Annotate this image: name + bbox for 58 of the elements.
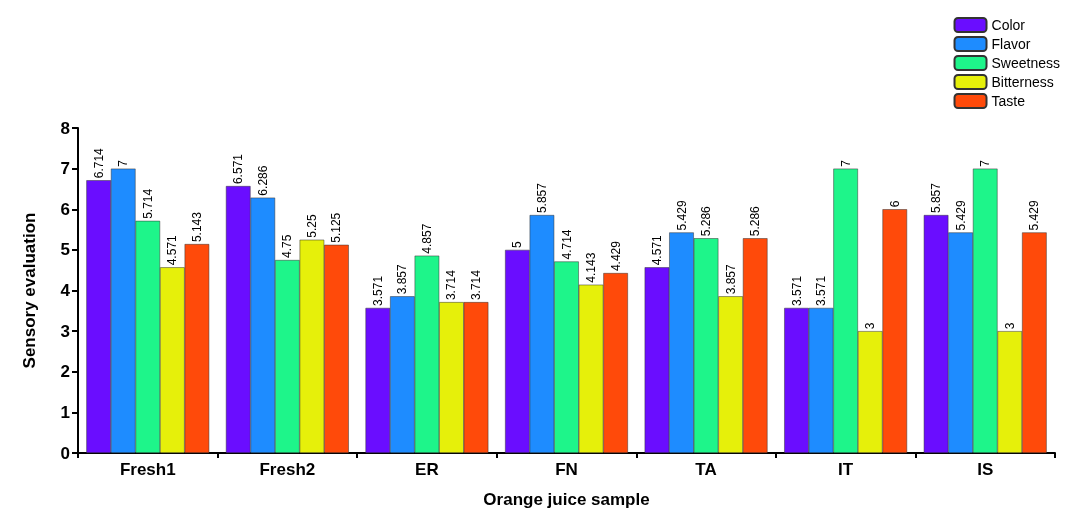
y-tick-label: 0 xyxy=(60,443,70,463)
data-label: 7 xyxy=(978,159,993,167)
data-label: 4.75 xyxy=(280,234,295,259)
data-label: 5.143 xyxy=(189,211,204,243)
data-label: 5.125 xyxy=(329,212,344,243)
data-label: 5.25 xyxy=(304,214,319,238)
data-label: 7 xyxy=(838,159,853,167)
data-label: 4.571 xyxy=(165,234,180,266)
legend-label: Taste xyxy=(991,93,1026,109)
data-label: 4.429 xyxy=(608,240,623,272)
y-tick-label: 6 xyxy=(60,199,70,219)
data-label: 3 xyxy=(1002,322,1017,330)
data-label: 5.429 xyxy=(1027,200,1042,231)
data-label: 6.286 xyxy=(255,165,270,196)
x-tick-label: FN xyxy=(555,460,578,479)
data-label: 5.857 xyxy=(534,182,549,214)
data-label: 3.714 xyxy=(444,269,459,301)
y-tick-label: 1 xyxy=(60,402,70,422)
data-label: 6.714 xyxy=(91,147,106,179)
legend-label: Flavor xyxy=(991,36,1031,52)
data-label: 7 xyxy=(116,159,131,167)
y-tick-label: 8 xyxy=(60,118,70,138)
y-tick-label: 5 xyxy=(60,240,70,260)
x-axis-title: Orange juice sample xyxy=(483,490,650,509)
x-tick-label: IS xyxy=(977,460,994,479)
data-label: 3.571 xyxy=(814,275,829,306)
y-tick-label: 3 xyxy=(60,321,70,341)
data-label: 3 xyxy=(863,322,878,330)
data-label: 6.571 xyxy=(231,153,246,185)
y-axis-title: Sensory evaluation xyxy=(20,212,39,369)
x-tick-label: ER xyxy=(415,460,439,479)
data-label: 3.571 xyxy=(370,275,385,306)
x-tick-label: TA xyxy=(695,460,717,479)
legend-label: Sweetness xyxy=(991,55,1060,71)
data-label: 4.143 xyxy=(584,252,599,283)
x-tick-label: Fresh1 xyxy=(119,460,176,479)
y-tick-label: 2 xyxy=(60,362,70,382)
data-label: 3.857 xyxy=(395,263,410,295)
data-label: 6 xyxy=(887,200,902,208)
data-label: 3.571 xyxy=(789,275,804,306)
data-label: 5.429 xyxy=(674,200,689,231)
data-label: 4.571 xyxy=(649,234,664,266)
legend-label: Color xyxy=(991,17,1026,33)
data-label: 5.714 xyxy=(140,188,155,219)
x-tick-label: Fresh2 xyxy=(259,460,316,479)
x-tick-label: IT xyxy=(838,460,854,479)
y-tick-label: 4 xyxy=(60,281,71,300)
data-label: 4.857 xyxy=(419,223,434,254)
data-label: 5.286 xyxy=(699,205,714,237)
data-label: 5.857 xyxy=(929,182,944,214)
data-label: 5 xyxy=(510,240,525,248)
y-tick-label: 7 xyxy=(60,159,70,179)
data-label: 3.857 xyxy=(723,263,738,295)
legend-label: Bitterness xyxy=(991,74,1054,90)
data-label: 4.714 xyxy=(559,229,574,260)
data-label: 3.714 xyxy=(469,269,484,301)
data-label: 5.429 xyxy=(953,200,968,231)
data-label: 5.286 xyxy=(748,205,763,237)
